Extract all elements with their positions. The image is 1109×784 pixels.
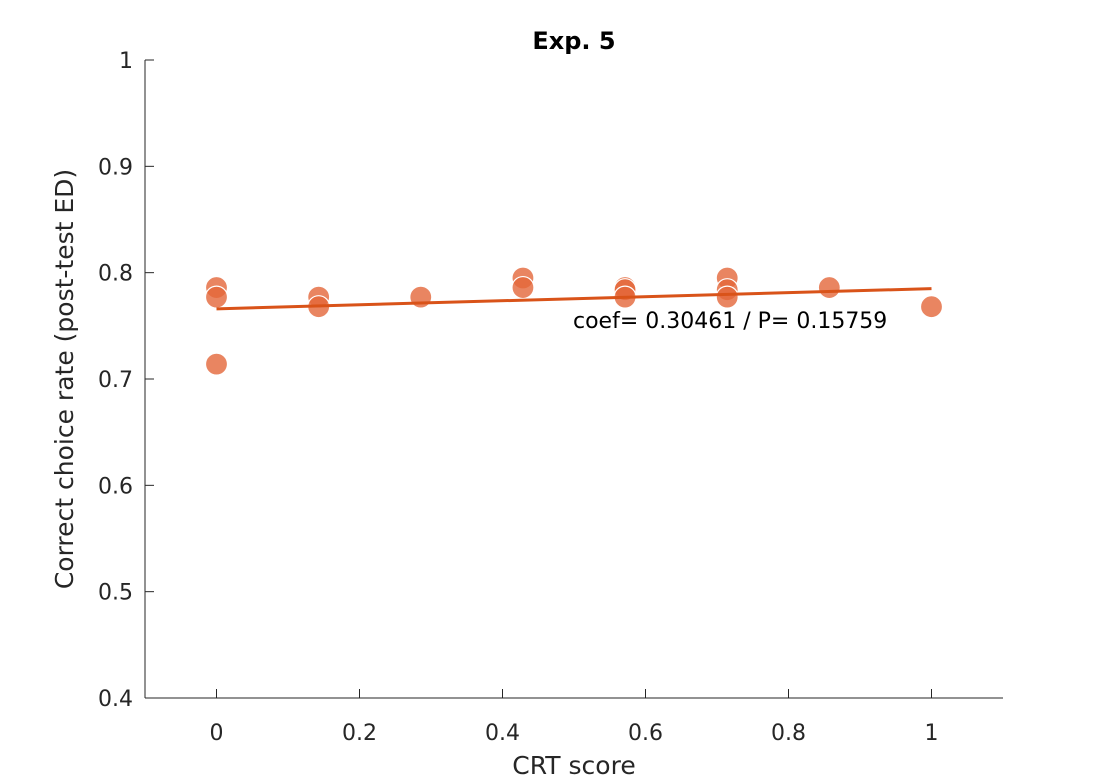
x-tick-label: 0.2 <box>342 721 377 746</box>
data-point <box>204 352 229 376</box>
x-tick-label: 0.8 <box>771 721 806 746</box>
x-axis-label: CRT score <box>512 751 635 780</box>
y-tick-label: 0.4 <box>98 687 133 712</box>
data-point <box>919 295 944 319</box>
data-point <box>511 275 535 300</box>
fit-line-group <box>216 287 932 311</box>
x-tick-label: 0.6 <box>628 721 663 746</box>
data-point <box>204 285 229 309</box>
x-tick-label: 1 <box>925 721 939 746</box>
y-tick-label: 0.9 <box>98 155 133 180</box>
axes: 0 0.2 0.4 0.6 0.8 1 0.4 0.5 0.6 0.7 0.8 0.9 1 <box>98 49 1003 746</box>
y-tick-label: 0.6 <box>98 474 133 499</box>
y-tick-label: 1 <box>119 49 133 74</box>
data-point <box>409 285 433 309</box>
y-axis-label: Correct choice rate (post-test ED) <box>50 169 79 589</box>
x-tick-label: 0.4 <box>485 721 520 746</box>
y-tick-label: 0.7 <box>98 368 133 393</box>
data-points <box>204 266 944 376</box>
y-tick-label: 0.5 <box>98 581 133 606</box>
regression-annotation: coef= 0.30461 / P= 0.15759 <box>573 309 887 334</box>
data-point <box>817 275 841 300</box>
chart-title: Exp. 5 <box>532 27 615 55</box>
fit-line <box>216 287 932 311</box>
data-point <box>715 285 739 309</box>
y-tick-label: 0.8 <box>98 262 133 287</box>
x-tick-label: 0 <box>210 721 224 746</box>
